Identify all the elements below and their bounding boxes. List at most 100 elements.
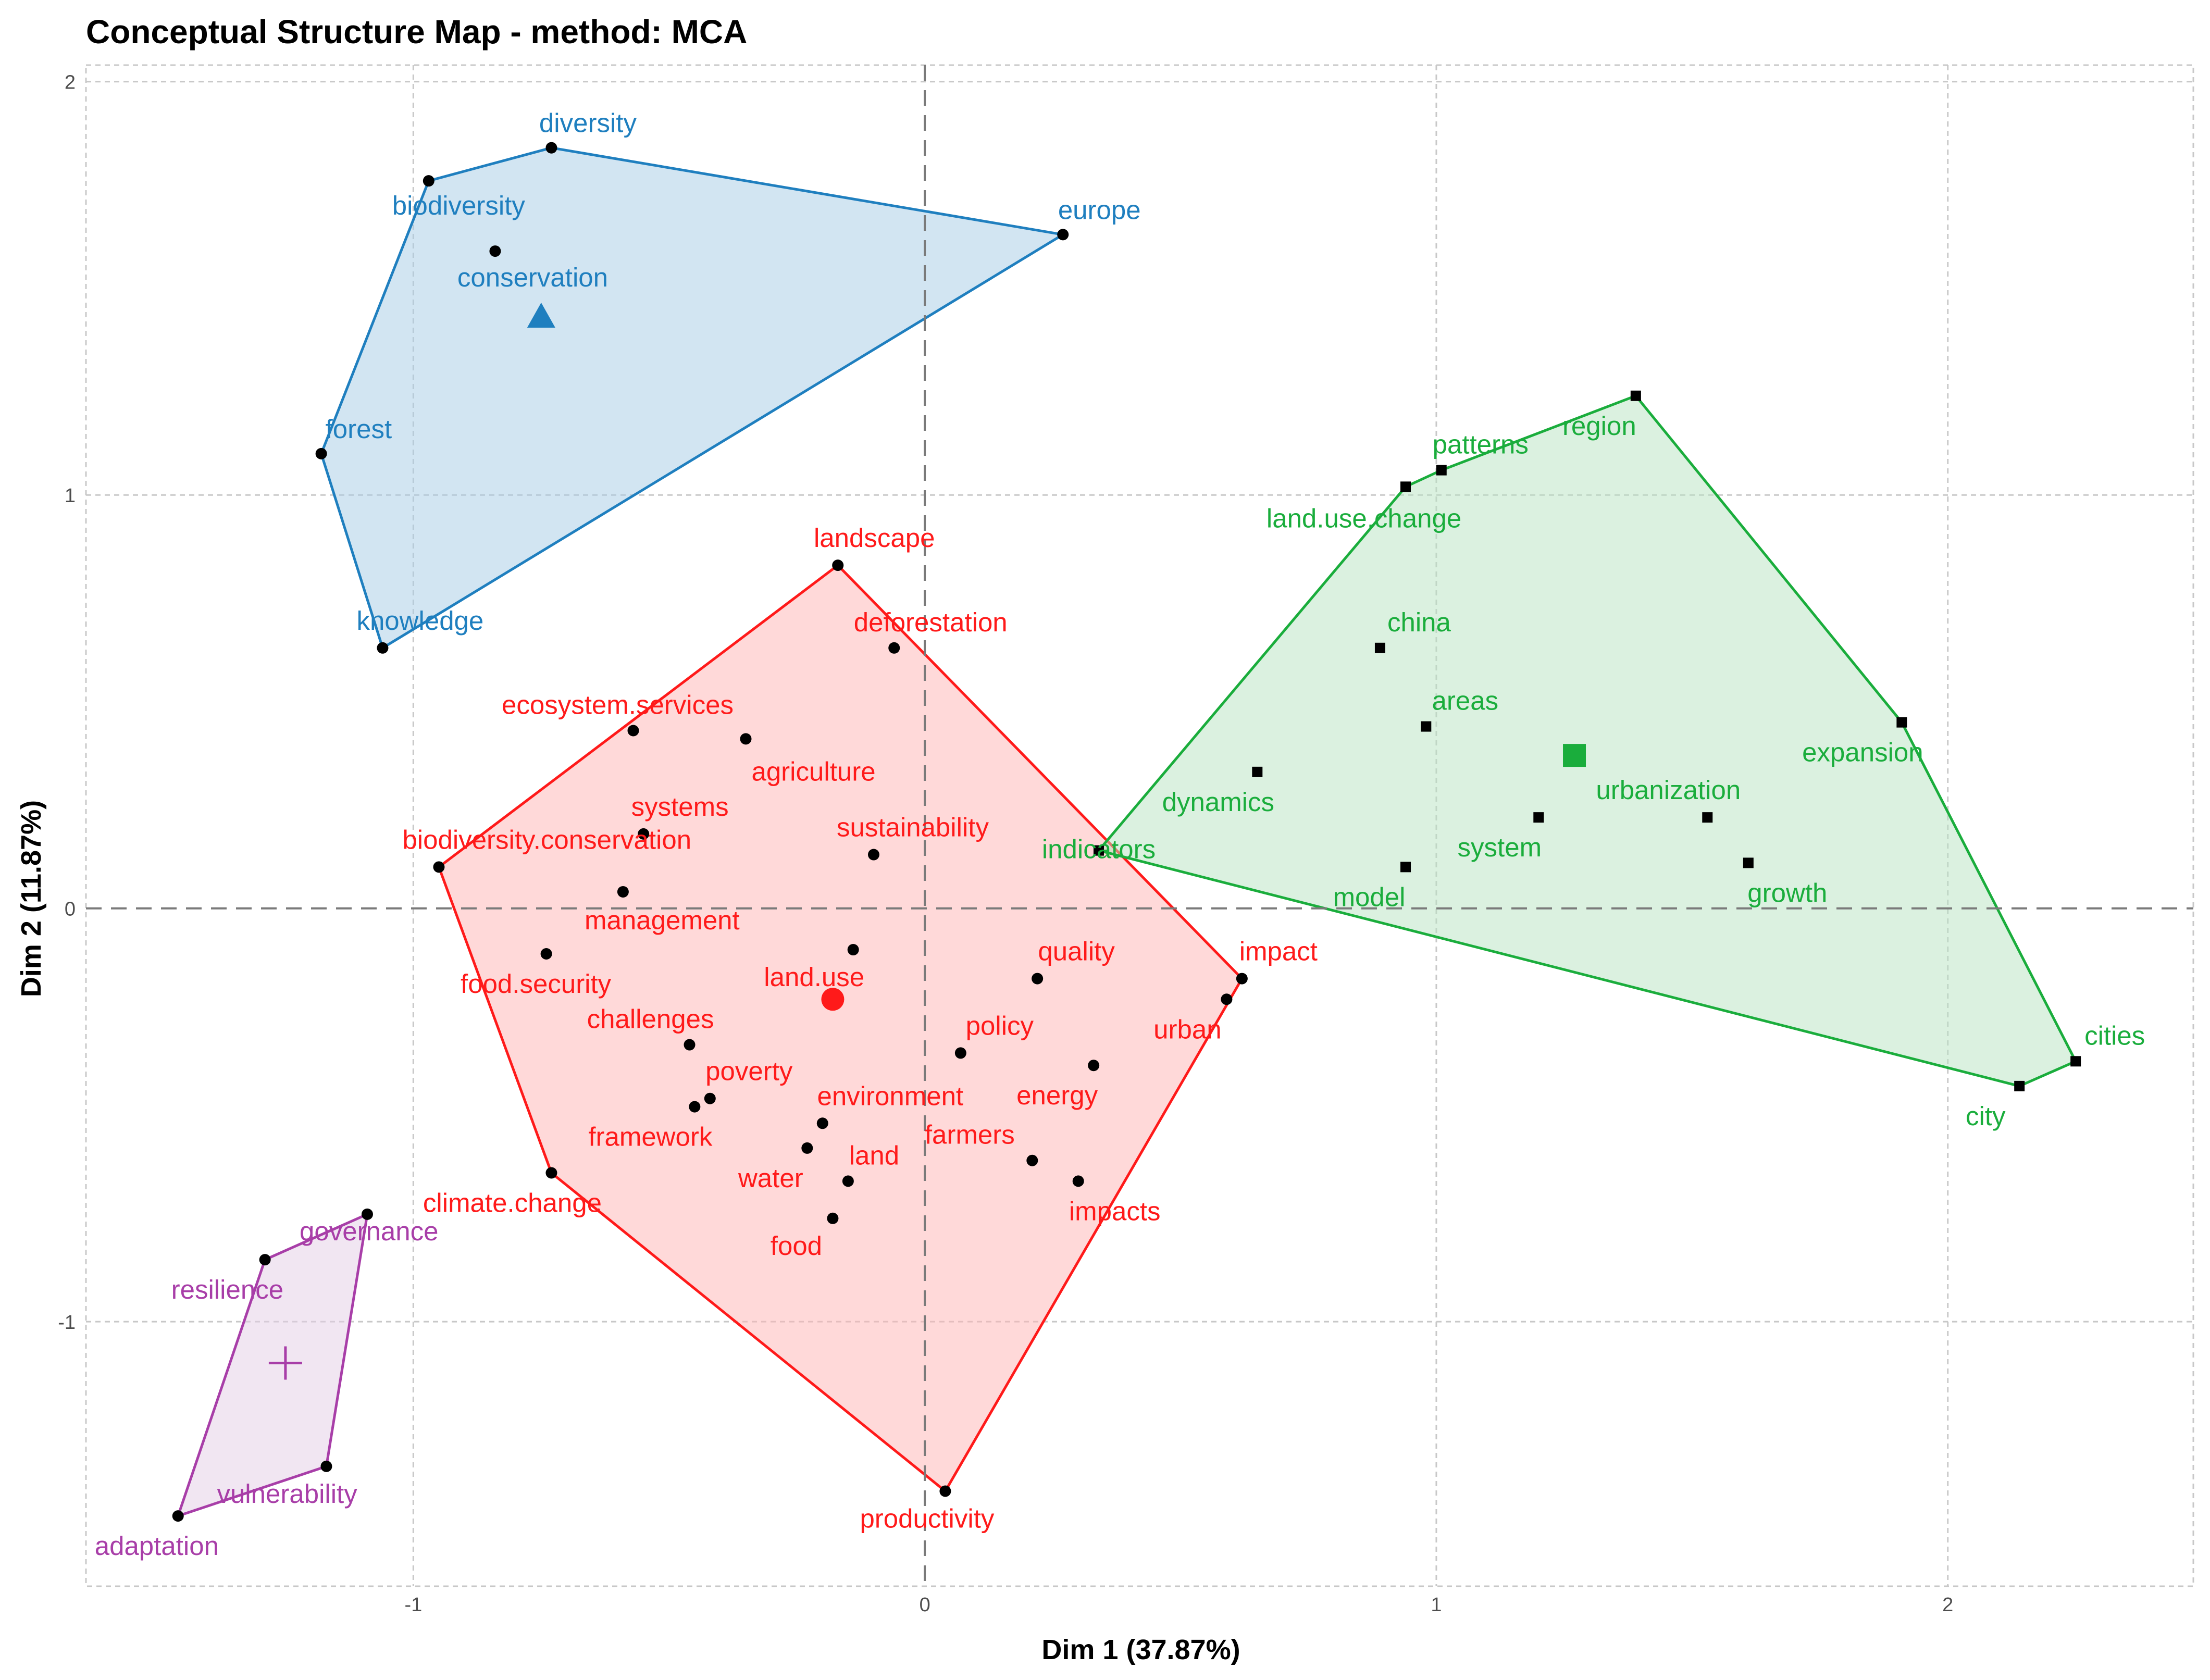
- label-water: water: [738, 1163, 803, 1193]
- label-land.use: land.use: [764, 962, 864, 992]
- label-adaptation: adaptation: [95, 1531, 219, 1561]
- label-resilience: resilience: [171, 1275, 283, 1304]
- label-environment: environment: [817, 1081, 963, 1111]
- label-knowledge: knowledge: [356, 606, 483, 636]
- point-city: [2014, 1080, 2025, 1091]
- cluster-purple-centroid: [268, 1346, 302, 1380]
- point-vulnerability: [320, 1460, 332, 1472]
- point-diversity: [545, 142, 557, 154]
- label-climate.change: climate.change: [423, 1188, 602, 1218]
- cluster-red-hull: [437, 564, 1244, 1492]
- point-patterns: [1436, 465, 1447, 476]
- point-conservation: [489, 245, 501, 257]
- label-systems: systems: [631, 792, 729, 822]
- label-energy: energy: [1016, 1080, 1098, 1110]
- label-sustainability: sustainability: [837, 813, 989, 842]
- cluster-red-centroid: [821, 988, 845, 1011]
- label-indicators: indicators: [1042, 835, 1156, 864]
- point-water: [801, 1142, 813, 1154]
- label-vulnerability: vulnerability: [217, 1479, 357, 1509]
- cluster-centroids: [268, 303, 1586, 1380]
- label-conservation: conservation: [457, 263, 608, 292]
- cluster-blue-hull: [320, 146, 1064, 650]
- point-landscape: [832, 559, 844, 571]
- point-labels: diversity biodiversity conservation europe f…: [95, 108, 2145, 1561]
- point-food: [827, 1212, 839, 1224]
- x-tick-label: 1: [1431, 1594, 1442, 1616]
- x-tick-label: -1: [404, 1594, 422, 1616]
- label-urbanization: urbanization: [1596, 775, 1741, 805]
- point-impacts: [1072, 1175, 1084, 1187]
- label-management: management: [585, 905, 740, 935]
- x-axis-title: Dim 1 (37.87%): [1041, 1634, 1240, 1665]
- label-quality: quality: [1038, 937, 1115, 966]
- cluster-green-centroid: [1563, 744, 1586, 767]
- point-systems: [638, 828, 650, 840]
- point-model: [1400, 862, 1411, 873]
- label-china: china: [1387, 607, 1451, 637]
- label-agriculture: agriculture: [751, 756, 875, 786]
- data-points: [172, 142, 2081, 1522]
- label-policy: policy: [966, 1011, 1034, 1040]
- point-sustainability: [867, 849, 879, 861]
- point-biodiversity.conservation: [433, 861, 445, 873]
- point-land: [842, 1175, 854, 1187]
- point-indicators: [1093, 845, 1104, 856]
- label-landscape: landscape: [814, 523, 935, 553]
- label-diversity: diversity: [539, 108, 637, 138]
- label-system: system: [1458, 832, 1542, 862]
- label-food: food: [771, 1231, 822, 1261]
- point-agriculture: [740, 733, 752, 745]
- label-cities: cities: [2084, 1021, 2145, 1050]
- chart-title: Conceptual Structure Map - method: MCA: [86, 13, 747, 51]
- y-tick-label: 2: [65, 72, 76, 94]
- label-challenges: challenges: [587, 1004, 714, 1034]
- point-urbanization: [1702, 812, 1713, 823]
- point-deforestation: [888, 642, 900, 654]
- point-region: [1630, 390, 1641, 401]
- label-city: city: [1966, 1101, 2006, 1131]
- point-challenges: [684, 1039, 696, 1051]
- point-quality: [1032, 973, 1044, 985]
- label-forest: forest: [326, 414, 392, 444]
- point-framework: [689, 1101, 701, 1113]
- label-ecosystem.services: ecosystem.services: [502, 690, 734, 720]
- label-biodiversity.conservation: biodiversity.conservation: [402, 825, 691, 854]
- panel-border: [85, 64, 2194, 1587]
- point-europe: [1057, 229, 1069, 241]
- point-productivity: [939, 1485, 951, 1497]
- point-knowledge: [377, 642, 389, 654]
- label-patterns: patterns: [1433, 430, 1529, 459]
- point-energy: [1088, 1060, 1100, 1072]
- point-growth: [1743, 857, 1754, 868]
- point-areas: [1421, 721, 1432, 732]
- label-model: model: [1333, 882, 1406, 912]
- cluster-hulls: [177, 146, 2077, 1517]
- label-poverty: poverty: [705, 1056, 793, 1086]
- y-tick-label: -1: [58, 1312, 76, 1334]
- point-biodiversity: [423, 175, 434, 187]
- point-forest: [315, 447, 327, 459]
- cluster-purple-hull: [177, 1213, 369, 1517]
- cluster-green-hull: [1097, 394, 2077, 1088]
- cluster-blue-centroid: [527, 303, 555, 328]
- label-urban: urban: [1153, 1014, 1221, 1044]
- label-land: land: [849, 1140, 899, 1170]
- point-dynamics: [1252, 766, 1263, 777]
- point-cities: [2070, 1056, 2081, 1067]
- label-areas: areas: [1432, 686, 1499, 716]
- label-deforestation: deforestation: [854, 607, 1008, 637]
- point-governance: [361, 1208, 373, 1220]
- point-impact: [1236, 973, 1248, 985]
- label-region: region: [1562, 411, 1636, 441]
- y-tick-label: 0: [65, 899, 76, 920]
- x-tick-label: 2: [1942, 1594, 1953, 1616]
- point-ecosystem.services: [627, 725, 639, 737]
- point-farmers: [1026, 1154, 1038, 1166]
- tick-labels: -1 0 1 2 -1 0 1 2: [58, 72, 1953, 1616]
- point-expansion: [1896, 717, 1907, 728]
- label-impacts: impacts: [1069, 1196, 1161, 1226]
- point-policy: [954, 1047, 966, 1059]
- x-tick-label: 0: [920, 1594, 930, 1616]
- point-land.use.change: [1400, 481, 1411, 492]
